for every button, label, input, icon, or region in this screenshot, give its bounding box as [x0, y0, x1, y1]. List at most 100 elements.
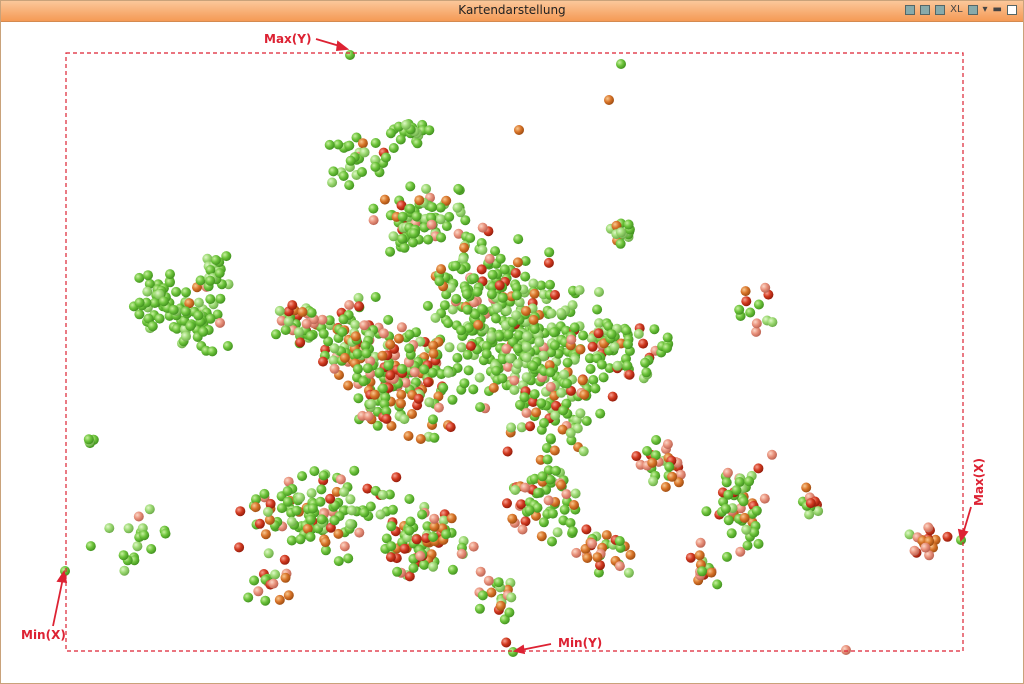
map-point	[305, 514, 316, 525]
map-point	[623, 567, 634, 578]
map-point	[603, 321, 614, 332]
excel-button[interactable]: XL	[950, 4, 963, 15]
map-point	[662, 439, 673, 450]
map-point	[521, 372, 532, 383]
map-point	[546, 308, 557, 319]
map-point	[749, 527, 760, 538]
tool-icon[interactable]	[935, 4, 946, 15]
map-point	[501, 343, 512, 354]
map-point	[614, 536, 625, 546]
map-point	[506, 592, 517, 603]
map-point	[413, 393, 424, 404]
map-point	[333, 528, 344, 539]
map-point	[309, 466, 320, 477]
map-point	[405, 181, 416, 192]
map-point	[147, 321, 158, 332]
map-point	[465, 233, 476, 243]
map-point	[160, 528, 171, 539]
map-point	[274, 594, 285, 605]
map-point	[393, 333, 404, 344]
map-point	[184, 298, 195, 309]
map-point	[349, 465, 360, 476]
map-point	[286, 535, 297, 546]
map-point	[528, 361, 539, 372]
map-point	[740, 286, 751, 297]
tool-icon[interactable]	[905, 4, 916, 15]
map-point	[539, 418, 549, 428]
map-point	[250, 502, 261, 513]
map-point	[366, 399, 376, 409]
map-point	[424, 125, 435, 136]
map-point	[545, 279, 555, 290]
arrow-head	[957, 528, 969, 543]
map-point	[533, 487, 544, 498]
map-point	[305, 331, 316, 341]
map-point	[327, 177, 338, 188]
map-point	[423, 234, 434, 245]
map-point	[623, 339, 633, 350]
map-point	[541, 443, 552, 453]
map-point	[282, 496, 293, 507]
map-point	[759, 493, 770, 504]
map-point	[625, 549, 636, 560]
map-point	[801, 482, 812, 493]
tool-icon[interactable]	[967, 4, 978, 15]
map-point	[745, 307, 756, 318]
map-point	[357, 138, 368, 149]
map-point	[606, 329, 617, 340]
maximize-button[interactable]	[1007, 4, 1017, 15]
map-point	[521, 306, 531, 316]
map-point	[185, 321, 196, 332]
map-point	[305, 531, 316, 542]
map-point	[358, 376, 369, 387]
minimize-button[interactable]: ▬	[992, 4, 1002, 15]
annotation: Min(Y)	[558, 636, 602, 650]
map-point	[536, 280, 547, 291]
map-point	[193, 297, 204, 308]
map-point	[664, 461, 675, 472]
map-point	[264, 514, 275, 525]
map-point	[372, 420, 383, 431]
map-point	[370, 292, 381, 302]
map-point	[381, 413, 392, 424]
map-point	[276, 503, 287, 514]
map-point	[171, 286, 182, 297]
map-point	[328, 355, 339, 366]
map-point	[598, 372, 609, 383]
map-point	[616, 227, 626, 238]
menu-arrow[interactable]: ▾	[982, 4, 988, 15]
map-point	[542, 454, 553, 465]
map-point	[520, 482, 531, 493]
tool-icon[interactable]	[920, 4, 931, 15]
map-point	[529, 473, 540, 484]
map-point	[374, 367, 385, 378]
map-point	[444, 342, 455, 353]
map-point	[649, 324, 660, 335]
map-point	[386, 521, 397, 532]
map-point	[578, 330, 589, 341]
map-point	[359, 320, 370, 331]
map-point	[316, 514, 327, 525]
map-point	[317, 314, 328, 325]
map-point	[274, 305, 285, 316]
map-point	[468, 541, 479, 552]
map-point	[521, 407, 532, 418]
map-point	[443, 367, 454, 378]
map-point	[584, 353, 595, 364]
map-point	[753, 538, 764, 549]
map-point	[399, 414, 410, 425]
map-point	[325, 493, 336, 504]
map-point	[566, 334, 577, 345]
map-point	[428, 561, 439, 572]
map-point	[268, 578, 279, 589]
map-point	[695, 537, 706, 548]
map-point	[495, 253, 506, 264]
map-point	[318, 470, 329, 481]
map-point	[441, 221, 452, 232]
map-point	[436, 264, 447, 275]
map-point	[404, 343, 415, 354]
map-point	[751, 326, 762, 337]
map-point	[214, 268, 225, 279]
map-point	[582, 553, 593, 563]
map-point	[351, 132, 362, 143]
